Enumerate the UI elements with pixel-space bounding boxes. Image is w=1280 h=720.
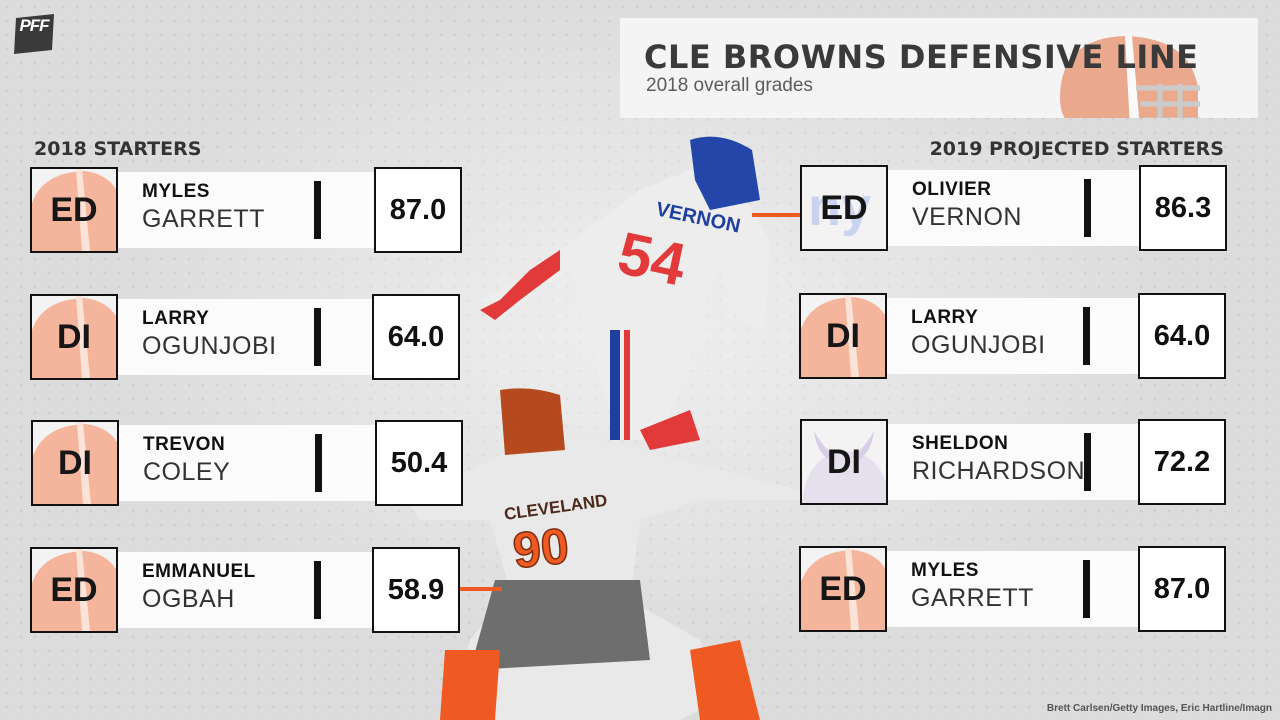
position-badge: ny ED [800,165,888,251]
position-label: DI [58,443,92,482]
grade-value: 72.2 [1138,419,1226,505]
pff-logo-text: PFF [19,16,49,35]
browns-helmet-icon [801,295,885,377]
player-last-name: GARRETT [142,205,265,233]
player-last-name: VERNON [912,203,1022,231]
player-first-name: MYLES [911,560,979,581]
grade-value: 64.0 [1138,293,1226,379]
player-first-name: OLIVIER [912,179,992,200]
left-section-heading: 2018 STARTERS [34,138,202,160]
player-first-name: EMMANUEL [142,561,256,582]
browns-helmet-icon [32,296,116,378]
player-first-name: LARRY [911,307,979,328]
player-name: OLIVIER VERNON [912,179,1092,232]
player-first-name: MYLES [142,181,210,202]
grade-value: 87.0 [374,167,462,253]
right-section-heading: 2019 PROJECTED STARTERS [929,138,1224,160]
player-last-name: OGBAH [142,585,235,613]
player-last-name: OGUNJOBI [911,331,1046,359]
card-divider [314,181,321,239]
grade-value: 87.0 [1138,546,1226,632]
position-label: DI [827,442,861,481]
player-last-name: OGUNJOBI [142,332,277,360]
player-first-name: SHELDON [912,433,1009,454]
position-label: ED [819,569,867,608]
position-badge: DI [800,419,888,505]
position-badge: DI [799,293,887,379]
position-badge: ED [799,546,887,632]
browns-helmet-icon [1060,36,1200,118]
player-last-name: COLEY [143,458,231,486]
giants-logo-icon: ny [808,177,871,237]
page-title: CLE BROWNS DEFENSIVE LINE [644,38,1199,76]
grade-value: 86.3 [1139,165,1227,251]
title-panel: CLE BROWNS DEFENSIVE LINE 2018 overall g… [620,18,1258,118]
player-name: TREVON COLEY [143,434,323,487]
browns-helmet-icon [32,549,116,631]
connector-line-vernon [752,213,800,217]
connector-line-ogbah [460,587,502,591]
player-name: LARRY OGUNJOBI [911,307,1091,360]
card-divider [1083,307,1090,365]
position-label: DI [57,317,91,356]
position-badge: ED [30,167,118,253]
browns-helmet-icon [32,169,116,251]
browns-helmet-icon [33,422,117,504]
grade-value: 64.0 [372,294,460,380]
position-badge: DI [30,294,118,380]
card-divider [314,308,321,366]
giants-player-illustration [480,136,770,450]
position-label: DI [826,316,860,355]
jersey-top-number: 54 [612,219,692,299]
player-name: MYLES GARRETT [142,181,322,234]
grade-value: 50.4 [375,420,463,506]
player-name: EMMANUEL OGBAH [142,561,322,614]
card-divider [314,561,321,619]
card-divider [1084,179,1091,237]
browns-player-illustration [400,388,810,720]
player-last-name: GARRETT [911,584,1034,612]
photo-credit: Brett Carlsen/Getty Images, Eric Hartlin… [1046,703,1272,714]
player-name: LARRY OGUNJOBI [142,308,322,361]
player-first-name: TREVON [143,434,226,455]
jersey-bottom-number: 90 [510,517,571,579]
player-name: SHELDON RICHARDSON [912,433,1092,486]
card-divider [315,434,322,492]
player-first-name: LARRY [142,308,210,329]
position-label: ED [50,570,98,609]
position-badge: DI [31,420,119,506]
position-label: ED [50,190,98,229]
position-badge: ED [30,547,118,633]
pff-logo [14,14,54,54]
grade-value: 58.9 [372,547,460,633]
browns-helmet-icon [801,548,885,630]
card-divider [1084,433,1091,491]
card-divider [1083,560,1090,618]
vikings-helmet-icon [802,431,886,503]
svg-text:ny: ny [808,177,871,237]
position-label: ED [820,188,868,227]
player-name: MYLES GARRETT [911,560,1091,613]
page-subtitle: 2018 overall grades [646,75,813,96]
player-last-name: RICHARDSON [912,457,1086,485]
